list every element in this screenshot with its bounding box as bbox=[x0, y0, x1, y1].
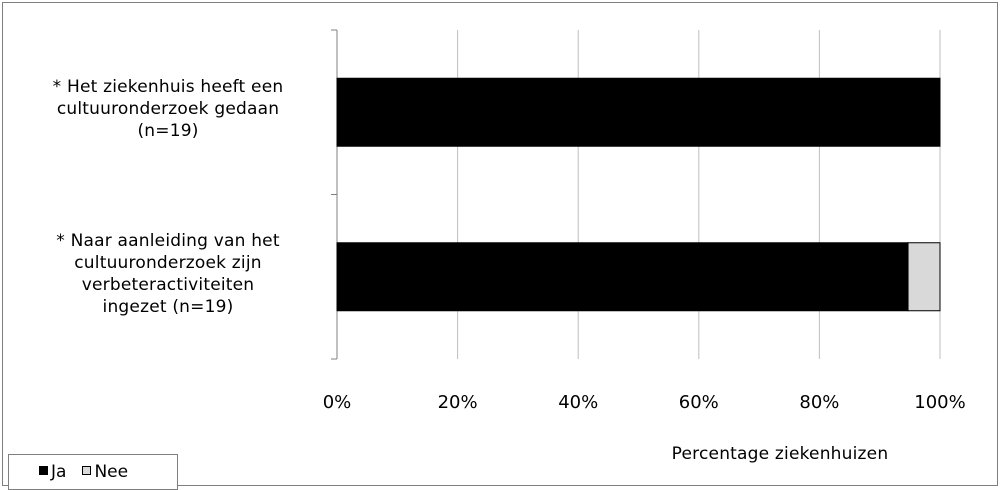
category-label-culture-study: * Het ziekenhuis heeft een cultuuronderz… bbox=[52, 77, 284, 141]
bar-ja-0 bbox=[336, 77, 941, 147]
legend-item-nee: Nee bbox=[82, 462, 128, 482]
legend-swatch-ja bbox=[39, 465, 48, 475]
x-tick-label: 40% bbox=[558, 392, 598, 413]
x-tick-label: 60% bbox=[679, 392, 719, 413]
legend-item-ja: Ja bbox=[39, 462, 66, 482]
x-tick-label: 100% bbox=[914, 392, 965, 413]
legend-swatch-nee bbox=[82, 465, 92, 475]
legend-label-ja: Ja bbox=[51, 462, 67, 482]
bar-nee-1 bbox=[907, 242, 941, 312]
x-tick-label: 0% bbox=[323, 392, 352, 413]
legend-label-nee: Nee bbox=[94, 462, 129, 482]
x-tick-label: 80% bbox=[799, 392, 839, 413]
x-tick-label: 20% bbox=[438, 392, 478, 413]
category-label-improvement-activities: * Naar aanleiding van het cultuuronderzo… bbox=[56, 231, 280, 317]
x-axis-title: Percentage ziekenhuizen bbox=[671, 444, 889, 464]
legend: Ja Nee bbox=[8, 454, 178, 490]
bar-ja-1 bbox=[336, 242, 909, 312]
